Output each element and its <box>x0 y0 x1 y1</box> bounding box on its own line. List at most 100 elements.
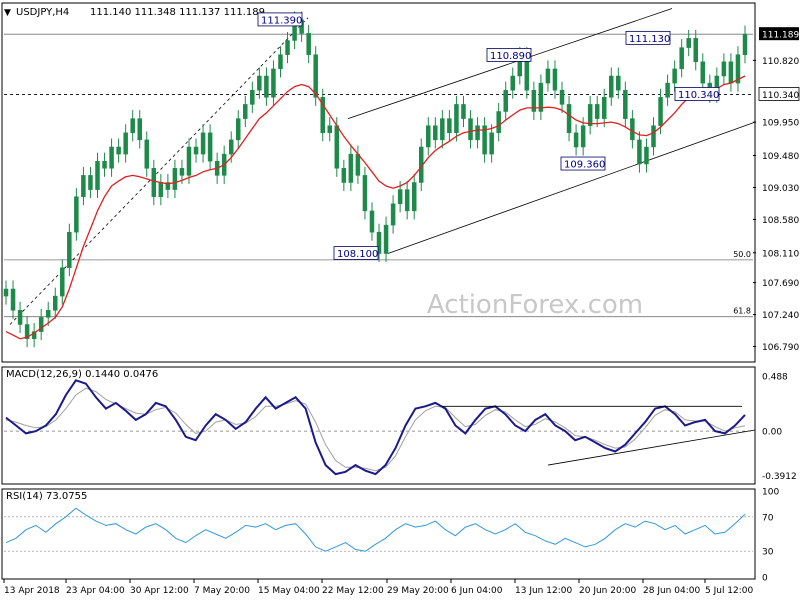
candle-body <box>433 125 438 141</box>
price-annotation-label: 111.390 <box>261 15 302 26</box>
candle-body <box>137 118 142 141</box>
candle-body <box>482 125 487 155</box>
x-tick-label: 23 Apr 04:00 <box>66 586 125 596</box>
candle-body <box>320 97 325 134</box>
price-annotation-box <box>486 48 532 62</box>
macd-y-tick-label: -0.3912 <box>762 472 797 482</box>
macd-support-line <box>547 429 756 466</box>
candle-body <box>67 231 72 268</box>
candle-body <box>31 331 37 339</box>
candle-body <box>102 160 107 169</box>
candle-body <box>74 196 79 233</box>
candle-body <box>24 324 30 339</box>
current-price-label: 111.189 <box>762 31 799 41</box>
price-header: ▼ USDJPY,H4 111.140 111.348 111.137 111.… <box>4 7 265 18</box>
macd-title: MACD(12,26,9) 0.1440 0.0476 <box>6 369 158 380</box>
y-tick-label: 109.950 <box>762 119 799 129</box>
candle-body <box>468 118 473 141</box>
channel-lower-line <box>387 121 756 254</box>
candle-body <box>566 104 572 134</box>
price-annotation-label: 110.340 <box>678 90 719 101</box>
candle-body <box>496 111 501 134</box>
rsi-y-tick-label: 70 <box>762 513 774 523</box>
macd-panel-frame <box>1 366 756 485</box>
rsi-y-tick-label: 30 <box>762 548 774 558</box>
candle-body <box>81 175 86 197</box>
candle-body <box>95 160 100 190</box>
y-tick-label: 109.030 <box>762 184 799 194</box>
candle-body <box>538 82 544 112</box>
x-tick-label: 30 Apr 12:00 <box>130 586 189 596</box>
candle-body <box>285 40 290 55</box>
dashed-trend-line <box>9 17 309 325</box>
candle-body <box>10 288 16 311</box>
watermark: ActionForex.com <box>427 290 643 320</box>
candle-body <box>735 54 741 84</box>
candle-body <box>742 33 748 55</box>
candle-body <box>637 139 642 165</box>
ohlc-label: 111.140 111.348 111.137 111.189 <box>90 7 265 18</box>
fib-level-label: 50.0 <box>733 250 751 259</box>
fib-level-label: 61.8 <box>733 307 751 316</box>
candle-body <box>165 182 171 190</box>
candle-body <box>264 75 269 98</box>
channel-upper-line <box>347 8 673 119</box>
candle-body <box>651 125 656 148</box>
candle-body <box>109 146 114 169</box>
candle-body <box>3 288 9 297</box>
candle-body <box>355 153 361 176</box>
y-tick-label: 110.340 <box>762 91 799 101</box>
x-tick-label: 5 Jul 12:00 <box>705 586 754 596</box>
candle-body <box>17 310 23 325</box>
candle-body <box>609 75 614 98</box>
candle-body <box>130 118 135 134</box>
candle-body <box>623 89 628 119</box>
candle-body <box>250 89 255 105</box>
y-tick-label: 110.820 <box>762 57 799 67</box>
triangle-icon: ▼ <box>4 8 11 18</box>
price-annotation-label: 108.100 <box>337 249 378 260</box>
candle-body <box>123 132 128 155</box>
candle-body <box>341 168 347 183</box>
candle-body <box>616 75 621 91</box>
macd-y-tick-label: 0.00 <box>762 428 782 438</box>
candle-body <box>700 61 706 84</box>
candle-body <box>186 146 192 176</box>
candle-body <box>454 104 459 134</box>
x-tick-label: 7 May 20:00 <box>194 586 250 596</box>
candle-body <box>207 132 213 162</box>
candle-body <box>573 132 579 148</box>
x-tick-label: 29 May 20:00 <box>387 586 449 596</box>
candle-body <box>172 168 178 190</box>
candle-body <box>594 104 600 119</box>
x-tick-label: 13 Apr 2018 <box>4 586 60 596</box>
candle-body <box>426 125 431 148</box>
candle-body <box>200 132 206 155</box>
price-annotation-box <box>333 246 379 260</box>
candle-body <box>45 310 51 318</box>
rsi-title: RSI(14) 73.0755 <box>6 491 87 502</box>
x-axis: 13 Apr 2018 23 Apr 04:00 30 Apr 12:00 7 May… <box>3 579 754 596</box>
moving-average-line <box>5 75 746 340</box>
candle-body <box>510 75 515 91</box>
candle-body <box>411 182 417 212</box>
candle-body <box>362 175 368 212</box>
candle-body <box>531 89 537 112</box>
candle-body <box>38 317 44 332</box>
y-tick-label: 111.720 <box>762 0 799 3</box>
candle-body <box>552 68 558 91</box>
candle-body <box>559 89 565 105</box>
current-price-box <box>759 27 799 41</box>
candle-body <box>390 203 396 226</box>
candle-body <box>587 104 593 126</box>
trend-lines <box>9 8 756 325</box>
candle-body <box>278 54 283 70</box>
x-tick-label: 6 Jun 04:00 <box>451 586 503 596</box>
candle-body <box>348 153 354 183</box>
price-panel-frame <box>1 2 756 363</box>
rsi-line <box>5 507 746 552</box>
candle-body <box>376 231 382 254</box>
candle-body <box>271 68 276 98</box>
